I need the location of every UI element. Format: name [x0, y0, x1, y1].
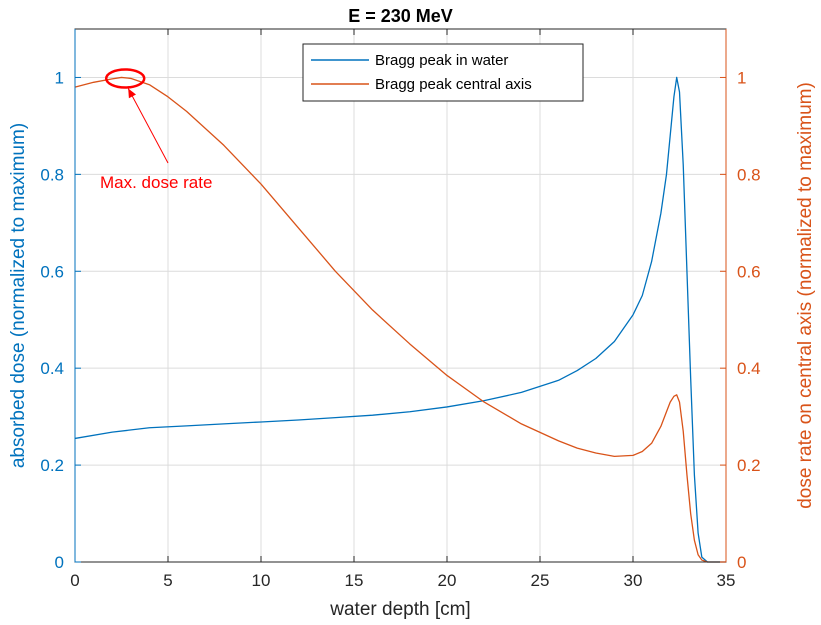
- annotation-arrowhead: [128, 88, 136, 99]
- annotation-ellipse: [104, 68, 146, 89]
- left-y-tick-label: 0.4: [40, 359, 64, 378]
- x-tick-label: 15: [345, 571, 364, 590]
- x-tick-label: 35: [717, 571, 736, 590]
- right-y-tick-label: 0.4: [737, 359, 761, 378]
- left-y-tick-label: 1: [55, 68, 64, 87]
- x-axis-label: water depth [cm]: [329, 599, 470, 620]
- legend-entry-bragg-water: Bragg peak in water: [375, 52, 508, 69]
- left-y-tick-label: 0.2: [40, 456, 64, 475]
- right-y-tick-label: 0: [737, 553, 746, 572]
- annotation-label: Max. dose rate: [100, 173, 212, 192]
- series-line-bragg-central-axis: [74, 76, 726, 563]
- right-y-tick-label: 0.2: [737, 456, 761, 475]
- right-y-tick-label: 0.8: [737, 165, 761, 184]
- series-line-bragg-water: [74, 76, 726, 563]
- left-y-tick-label: 0.8: [40, 165, 64, 184]
- x-tick-label: 5: [163, 571, 172, 590]
- left-y-tick-label: 0: [55, 553, 64, 572]
- series-layer: [74, 76, 726, 563]
- annotation-arrow: [127, 88, 169, 164]
- legend-entry-bragg-central-axis: Bragg peak central axis: [375, 76, 532, 93]
- left-y-axis-label: absorbed dose (normalized to maximum): [8, 123, 29, 468]
- ticks: 0 5 10 15 20 25 30 3500.20.40.60.8100.20.40.60.…: [40, 29, 761, 590]
- right-y-axis-label: dose rate on central axis (normalized to…: [795, 82, 816, 509]
- x-tick-label: 30: [624, 571, 643, 590]
- legend: Bragg peak in water Bragg peak central a…: [302, 43, 584, 102]
- x-tick-label: 20: [438, 571, 457, 590]
- right-y-tick-label: 0.6: [737, 262, 761, 281]
- annotation-max-dose-rate: Max. dose rate: [100, 68, 212, 192]
- x-tick-label: 10: [252, 571, 271, 590]
- legend-box: [302, 43, 584, 102]
- right-y-tick-label: 1: [737, 68, 746, 87]
- chart-title: E = 230 MeV: [348, 6, 453, 26]
- x-tick-label: 25: [531, 571, 550, 590]
- left-y-tick-label: 0.6: [40, 262, 64, 281]
- x-tick-label: 0: [70, 571, 79, 590]
